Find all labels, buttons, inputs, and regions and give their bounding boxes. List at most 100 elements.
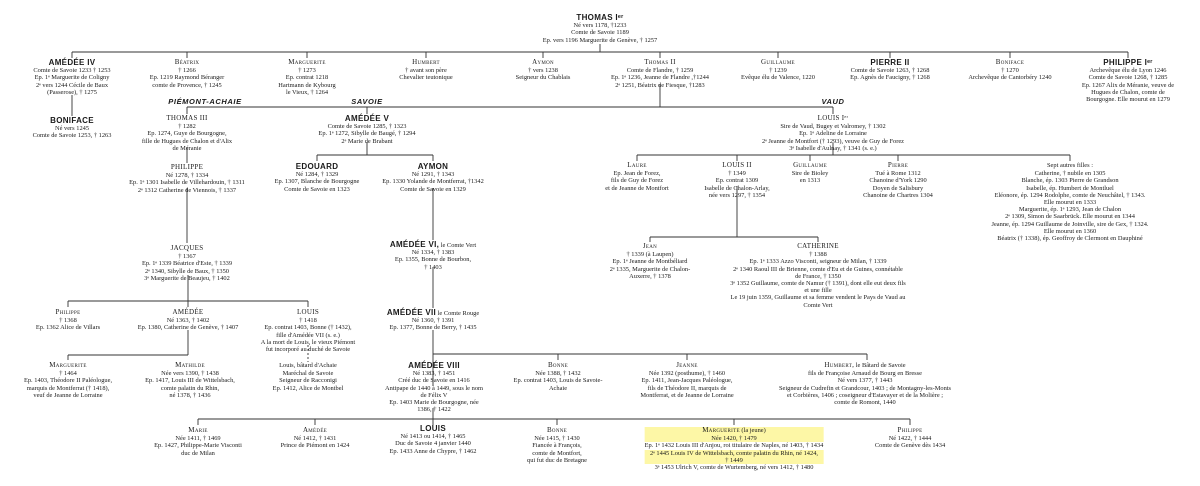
person-name: Pierre — [887, 161, 909, 169]
person-name: PHILIPPE Iᵉʳ — [1103, 58, 1153, 67]
person-name: LOUIS — [420, 424, 446, 433]
person-detail-line: Ep. 1ᵉ 1339 Béatrice d'Este, † 1339 — [141, 260, 233, 268]
person-jean: Jean † 1339 (à Laupen) Ep. 1ᵉ Jeanne de Mo… — [609, 242, 691, 280]
person-epithet: le Comte Rouge — [436, 310, 480, 317]
person-aymon2: AYMON Né 1291, † 1343 Ep. 1330 Yolande de … — [382, 162, 484, 193]
person-marguerite1: Marguerite † 1273 Ep. contrat 1218 Hartmann… — [278, 58, 336, 96]
person-name: BONIFACE — [50, 116, 94, 125]
person-detail-line: Catherine, † nubile en 1305 — [1034, 170, 1106, 178]
person-detail-line: A la mort de Louis, le vieux Piémont — [260, 338, 356, 346]
person-heading: Guillaume — [741, 58, 815, 67]
person-detail-line: Le 19 juin 1359, Guillaume et sa femme v… — [730, 294, 906, 302]
person-detail-line: comte de Provence, † 1245 — [152, 81, 222, 89]
person-detail-line: Née 1420, † 1479 — [644, 435, 824, 443]
person-detail-line: Ep. 1417, Louis III de Wittelsbach, — [145, 377, 235, 385]
person-detail-line: † 1464 — [59, 370, 77, 378]
person-detail-line: Ep. contrat 1403, Bonne († 1432), — [264, 324, 352, 332]
person-detail-line: 2ᵉ 1445 Louis IV de Wittelsbach, comte p… — [644, 449, 824, 457]
person-name: Humbert — [412, 58, 440, 66]
person-heading: LOUIS Iᵉʳ — [762, 114, 904, 123]
person-detail-line: de Félix V — [420, 391, 448, 399]
person-heading: Louis, bâtard d'Achaie — [273, 362, 344, 370]
person-detail-line: Seigneur de Racconigi — [279, 377, 337, 385]
person-detail-line: Eléonore, ép. 1294 Rodolphe, comte de Ne… — [994, 191, 1146, 199]
person-detail-line: Sire de Vaud, Bugey et Valromey, † 1302 — [780, 123, 886, 131]
person-detail-line: Ep. 1403, Théodore II Paléologue, — [23, 377, 113, 385]
person-detail-line: Chanoine d'York 1290 — [869, 177, 927, 185]
person-heading: Amédée — [281, 426, 350, 435]
person-detail-line: fille de Hugues de Chalon et d'Alix — [141, 137, 233, 145]
person-detail-line: Hartmann de Kybourg — [278, 81, 336, 89]
person-detail-line: Antipape de 1440 à 1449, sous le nom — [385, 384, 483, 392]
person-name: Bonne — [547, 361, 569, 369]
person-detail-line: Ep. 1377, Bonne de Berry, † 1435 — [389, 324, 477, 332]
person-humbert1: Humbert † avant son père Chevalier teutoni… — [399, 58, 452, 82]
person-pierre: Pierre Tué à Rome 1312 Chanoine d'York 129… — [863, 161, 933, 199]
person-catherine: CATHERINE † 1388 Ep. 1ᵉ 1333 Azzo Visconti… — [730, 242, 906, 309]
person-detail-line: Née 1392 (posthume), † 1460 — [648, 370, 726, 378]
person-heading: Guillaume — [792, 161, 829, 170]
person-detail-line: † 1282 — [178, 123, 196, 131]
person-heading: THOMAS III — [142, 114, 232, 123]
person-heading: THOMAS Iᵉʳ — [543, 13, 657, 22]
person-heading: Marguerite — [24, 361, 112, 370]
person-detail-line: Né 1363, † 1402 — [166, 317, 210, 325]
person-detail-line: Né 1383, † 1451 — [412, 370, 456, 378]
person-detail-line: 3ᵉ Marguerite de Beaujeu, † 1402 — [144, 274, 230, 282]
person-detail-line: qui fut duc de Bretagne — [527, 456, 587, 464]
person-name: Philippe — [55, 308, 81, 316]
person-heading: LOUIS — [261, 308, 355, 317]
person-heading: Humbert — [399, 58, 452, 67]
person-detail-line: 2ᵉ 1340 Raoul III de Brienne, comte d'Eu… — [733, 265, 903, 273]
person-edouard: EDOUARD Né 1284, † 1329 Ep. 1307, Blanche … — [275, 162, 360, 193]
person-detail-line: 2ᵉ 1312 Catherine de Viennois, † 1337 — [137, 186, 237, 194]
person-heading: Philippe — [875, 426, 945, 435]
person-amedee8: AMÉDÉE VIII Né 1383, † 1451 Créé duc de Sa… — [385, 361, 483, 414]
person-detail-line: Né 1291, † 1343 — [411, 171, 455, 179]
person-detail-line: 2ᵉ 1335, Marguerite de Chalon- — [609, 265, 691, 273]
person-detail-line: Comte de Savoie 1263, † 1268 — [850, 67, 930, 75]
person-louis3: LOUIS † 1418 Ep. contrat 1403, Bonne († 14… — [260, 308, 356, 353]
person-heading: AMÉDÉE VIII — [385, 361, 483, 370]
person-detail-line: 2ᵉ Marie de Brabant — [341, 137, 393, 145]
person-detail-line: Seigneur de Cudrefin et Grandcour, 1403 … — [778, 384, 952, 392]
person-detail-line: Ep. 1267 Alix de Méranie, veuve de — [1081, 81, 1175, 89]
person-detail-line: Ep. vers 1196 Marguerite de Genève, † 12… — [542, 36, 658, 44]
person-boniface1: Boniface † 1270 Archevêque de Cantorbéry 1… — [968, 58, 1051, 82]
person-detail-line: 1386, † 1422 — [417, 406, 451, 414]
person-detail-line: 3ᵉ 1453 Ulrich V, comte de Wurtemberg, n… — [654, 464, 814, 472]
person-heading: PIERRE II — [850, 58, 930, 67]
person-detail-line: Ep. Agnès de Faucigny, † 1268 — [850, 74, 930, 82]
person-philippe2: PHILIPPE Né 1278, † 1334 Ep. 1ᵉ 1301 Isabe… — [129, 163, 245, 194]
person-name: LOUIS — [296, 308, 320, 316]
person-humbert2: Humbert, le Bâtard de Savoie fils de Fran… — [778, 361, 952, 406]
person-detail-line: Comte de Flandre, † 1259 — [626, 67, 694, 75]
person-heading: BONIFACE — [33, 116, 112, 125]
person-guillaume1: Guillaume † 1239 Evêque élu de Valence, 12… — [741, 58, 815, 82]
person-detail-line: Comte de Savoie en 1323 — [284, 185, 350, 193]
person-detail-line: Né 1284, † 1329 — [295, 171, 339, 179]
person-detail-line: Blanche, ép. 1303 Pierre de Grandson — [1021, 177, 1119, 185]
person-detail-line: 2ᵉ vers 1244 Cécile de Baux — [35, 81, 109, 89]
person-name: AYMON — [417, 162, 449, 171]
person-detail-line: 3ᵉ Isabelle d'Aulnay, † 1341 (s. e.) — [789, 144, 877, 152]
person-detail-line: Fiancée à François, — [532, 442, 582, 450]
person-heading: Philippe — [36, 308, 100, 317]
person-detail-line: marquis de Montferrat († 1418), — [26, 384, 110, 392]
person-louis-batard: Louis, bâtard d'Achaie Maréchal de Savoie… — [273, 362, 344, 392]
person-detail-line: Ep. contrat 1218 — [285, 74, 329, 82]
person-amedee7: AMÉDÉE VII le Comte Rouge Né 1360, † 1391… — [387, 308, 480, 332]
person-detail-line: duc de Milan — [181, 449, 215, 457]
person-heading: AMÉDÉE IV — [33, 58, 110, 67]
person-mathilde: Mathilde Née vers 1390, † 1438 Ep. 1417, L… — [145, 361, 235, 399]
person-detail-line: † vers 1238 — [528, 67, 558, 75]
person-name: AMÉDÉE — [172, 308, 204, 316]
person-detail-line: Doyen de Salisbury — [872, 184, 924, 192]
person-detail-line: Ep. 1403 Marie de Bourgogne, née — [389, 399, 479, 407]
person-detail-line: Comte de Savoie 1189 — [571, 29, 629, 37]
person-heading: AMÉDÉE VII le Comte Rouge — [387, 308, 480, 317]
person-heading: Humbert, le Bâtard de Savoie — [779, 361, 951, 370]
person-detail-line: Comte de Savoie en 1329 — [400, 185, 466, 193]
person-detail-line: Comte de Savoie 1253, † 1263 — [32, 132, 112, 140]
person-detail-line: † 1418 — [299, 317, 317, 325]
